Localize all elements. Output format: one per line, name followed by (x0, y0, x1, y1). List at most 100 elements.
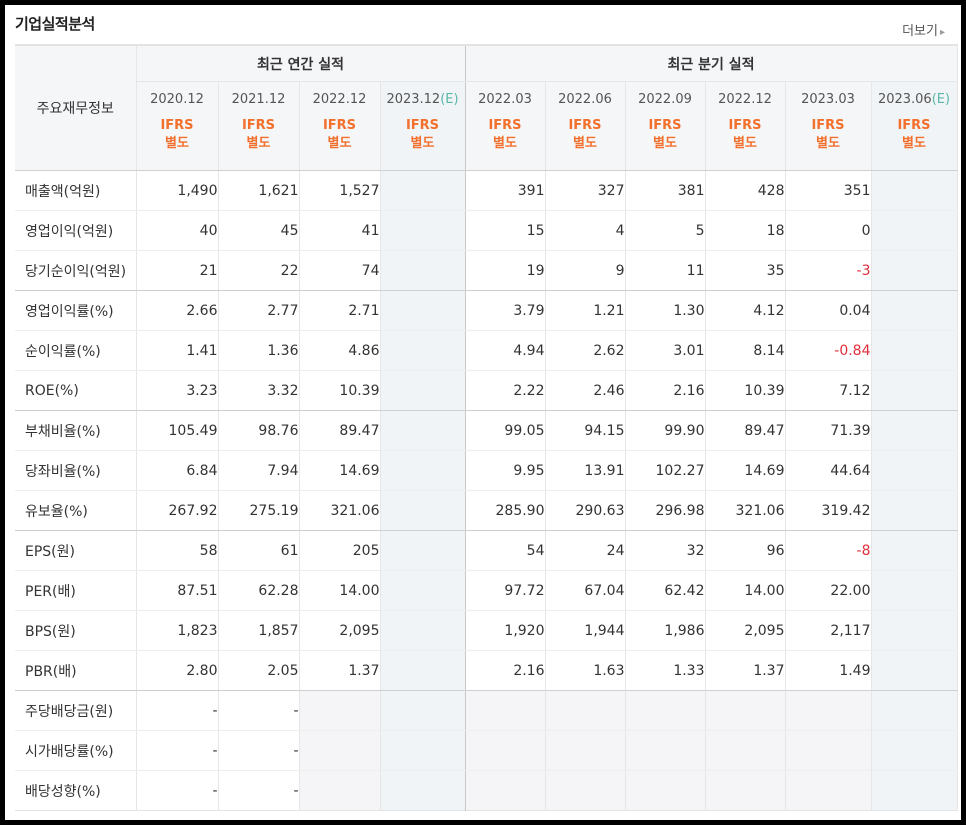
value-cell: 327 (545, 170, 626, 211)
value-cell: 62.28 (218, 570, 300, 611)
value-cell: 1,621 (218, 170, 300, 211)
value-cell: 1,823 (136, 610, 219, 651)
value-cell (871, 770, 958, 811)
value-cell: 285.90 (465, 490, 546, 531)
value-cell (299, 770, 381, 811)
value-cell: 99.05 (465, 410, 546, 451)
value-cell (380, 770, 466, 811)
period-label: 2022.03 (478, 92, 532, 107)
period-label: 2023.12 (386, 92, 441, 107)
value-cell (871, 370, 958, 411)
value-cell (380, 730, 466, 771)
value-cell: 14.69 (299, 450, 381, 491)
value-cell (380, 210, 466, 251)
value-cell (785, 690, 872, 731)
table-row: PBR(배) 2.80 2.05 1.37 2.16 1.63 1.33 1.37 1.49 (15, 650, 958, 691)
period-header: 2023.03 (785, 81, 872, 117)
value-cell: 2,095 (705, 610, 786, 651)
value-cell: 391 (465, 170, 546, 211)
ifrs-label: IFRS (568, 118, 602, 133)
table-row: ROE(%) 3.23 3.32 10.39 2.22 2.46 2.16 10.39 7.12 (15, 370, 958, 411)
value-cell: 275.19 (218, 490, 300, 531)
table-row: 주당배당금(원) - - (15, 690, 958, 731)
value-cell (380, 330, 466, 371)
ifrs-header: IFRS 별도 (625, 117, 706, 171)
table-row: 배당성향(%) - - (15, 770, 958, 811)
value-cell (871, 290, 958, 331)
table-row: PER(배) 87.51 62.28 14.00 97.72 67.04 62.42 14.0… (15, 570, 958, 611)
period-label: 2023.03 (801, 92, 855, 107)
ifrs-header: IFRS 별도 (136, 117, 219, 171)
value-cell: 4 (545, 210, 626, 251)
estimate-marker: (E) (931, 92, 951, 107)
value-cell: 22 (218, 250, 300, 291)
ifrs-sub-label: 별도 (653, 136, 677, 151)
ifrs-label: IFRS (648, 118, 682, 133)
value-cell (380, 650, 466, 691)
value-cell: 14.00 (299, 570, 381, 611)
financial-table: 주요재무정보 최근 연간 실적 최근 분기 실적 2020.12 2021.12 2… (15, 44, 958, 811)
value-cell (871, 330, 958, 371)
value-cell: 2,117 (785, 610, 872, 651)
table-row: 유보율(%) 267.92 275.19 321.06 285.90 290.63 296.… (15, 490, 958, 531)
value-cell: -0.84 (785, 330, 872, 371)
value-cell: 21 (136, 250, 219, 291)
panel-title: 기업실적분석 (15, 15, 95, 33)
value-cell (625, 770, 706, 811)
value-cell: 2.16 (465, 650, 546, 691)
value-cell: 1.49 (785, 650, 872, 691)
ifrs-header: IFRS 별도 (380, 117, 466, 171)
ifrs-sub-label: 별도 (816, 136, 840, 151)
value-cell: 40 (136, 210, 219, 251)
value-cell: 267.92 (136, 490, 219, 531)
value-cell: 13.91 (545, 450, 626, 491)
annual-group-header: 최근 연간 실적 (136, 45, 466, 82)
value-cell (380, 170, 466, 211)
value-cell: 1.30 (625, 290, 706, 331)
value-cell: 61 (218, 530, 300, 571)
value-cell: 99.90 (625, 410, 706, 451)
value-cell: 14.00 (705, 570, 786, 611)
value-cell: 1.33 (625, 650, 706, 691)
value-cell (785, 770, 872, 811)
value-cell: 296.98 (625, 490, 706, 531)
value-cell: 44.64 (785, 450, 872, 491)
value-cell (871, 170, 958, 211)
value-cell: 1,944 (545, 610, 626, 651)
value-cell: - (218, 730, 300, 771)
value-cell: 2.16 (625, 370, 706, 411)
row-label: 영업이익률(%) (15, 290, 137, 331)
value-cell (705, 770, 786, 811)
value-cell: 105.49 (136, 410, 219, 451)
period-label: 2022.09 (638, 92, 692, 107)
value-cell: 1,490 (136, 170, 219, 211)
value-cell: 2.71 (299, 290, 381, 331)
value-cell: 0.04 (785, 290, 872, 331)
period-header: 2022.12 (299, 81, 381, 117)
value-cell (380, 690, 466, 731)
value-cell: -3 (785, 250, 872, 291)
value-cell: 8.14 (705, 330, 786, 371)
value-cell: 98.76 (218, 410, 300, 451)
value-cell (785, 730, 872, 771)
value-cell (871, 530, 958, 571)
value-cell (380, 250, 466, 291)
value-cell (465, 730, 546, 771)
value-cell (871, 450, 958, 491)
value-cell: 3.01 (625, 330, 706, 371)
value-cell: 9.95 (465, 450, 546, 491)
table-row: 당좌비율(%) 6.84 7.94 14.69 9.95 13.91 102.27 14.69… (15, 450, 958, 491)
more-link[interactable]: 더보기 ▸ (902, 20, 945, 39)
value-cell: 6.84 (136, 450, 219, 491)
period-label: 2022.06 (558, 92, 612, 107)
row-label: 당좌비율(%) (15, 450, 137, 491)
ifrs-sub-label: 별도 (410, 136, 435, 151)
value-cell (871, 410, 958, 451)
value-cell: 4.86 (299, 330, 381, 371)
ifrs-label: IFRS (322, 118, 357, 133)
period-label: 2020.12 (150, 92, 204, 107)
period-header: 2022.09 (625, 81, 706, 117)
value-cell: 2.62 (545, 330, 626, 371)
value-cell (465, 690, 546, 731)
value-cell (380, 370, 466, 411)
